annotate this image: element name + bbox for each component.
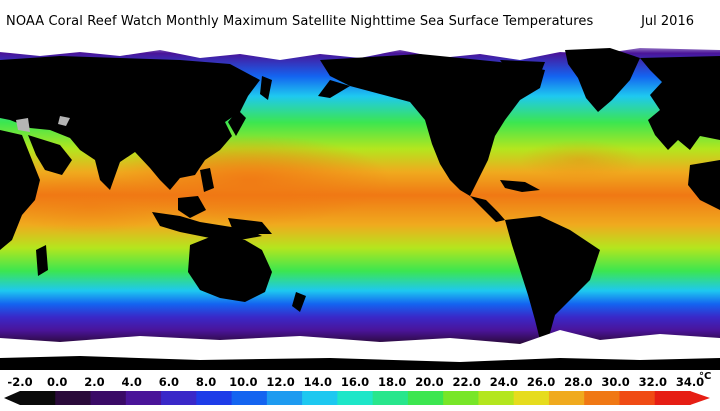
kamchatka <box>260 76 272 100</box>
indian-ocean-warm-area <box>10 175 170 235</box>
legend-swatch <box>55 391 92 405</box>
legend-tick-label: 28.0 <box>564 375 593 389</box>
legend-tick-label: 32.0 <box>638 375 667 389</box>
legend-tick-label: 12.0 <box>266 375 295 389</box>
indonesia <box>152 212 262 240</box>
legend-tick-label: 20.0 <box>415 375 444 389</box>
legend-tick-label: 6.0 <box>158 375 180 389</box>
legend-swatch <box>513 391 550 405</box>
new-guinea <box>228 218 272 234</box>
legend-swatch <box>584 391 621 405</box>
legend-tick-label: 4.0 <box>121 375 142 389</box>
australia <box>188 235 272 302</box>
alaska-peninsula <box>318 80 350 98</box>
legend-tick-label: 24.0 <box>489 375 519 389</box>
legend-ticks: -2.0 0.0 2.0 4.0 6.0 8.0 10.0 12.0 14.0 16.0 18.0 2… <box>0 375 720 391</box>
legend-tick-label: 22.0 <box>452 375 481 389</box>
legend-swatch <box>548 391 585 405</box>
central-america <box>470 196 505 222</box>
legend-tick-label: 8.0 <box>195 375 217 389</box>
arabia <box>28 135 72 175</box>
borneo <box>178 196 206 218</box>
europe <box>640 56 720 150</box>
greenland <box>565 48 640 112</box>
map-title: NOAA Coral Reef Watch Monthly Maximum Sa… <box>6 14 594 29</box>
sst-map <box>0 40 720 370</box>
legend-tick-label: 30.0 <box>601 375 630 389</box>
caribbean-islands <box>500 180 540 192</box>
legend-low-arrow <box>4 391 20 405</box>
north-america <box>320 54 545 196</box>
atlantic-warm-area <box>520 140 640 180</box>
legend-tick-label: 0.0 <box>47 375 68 389</box>
legend-swatch <box>302 391 338 405</box>
legend-high-arrow <box>690 391 710 405</box>
legend-swatch <box>196 391 233 405</box>
legend-swatch <box>125 391 162 405</box>
legend-tick-label: 14.0 <box>303 375 332 389</box>
lake-no-data <box>58 116 70 126</box>
legend-swatch <box>654 391 691 405</box>
arctic-ice <box>0 40 720 60</box>
japan <box>228 110 246 136</box>
legend-swatch <box>407 391 444 405</box>
legend-swatch <box>20 391 56 405</box>
legend-swatch <box>619 391 656 405</box>
legend-swatch <box>266 391 303 405</box>
new-zealand <box>292 292 306 312</box>
legend-tick-label: 18.0 <box>378 375 407 389</box>
legend-swatch <box>443 391 480 405</box>
madagascar <box>36 245 48 276</box>
map-title-bar: NOAA Coral Reef Watch Monthly Maximum Sa… <box>0 0 720 40</box>
asia <box>0 56 260 190</box>
legend-tick-label: -2.0 <box>7 375 33 389</box>
color-legend: -2.0 0.0 2.0 4.0 6.0 8.0 10.0 12.0 14.0 16.0 18.0 2… <box>0 370 720 411</box>
legend-swatch <box>231 391 268 405</box>
legend-tick-label: 26.0 <box>526 375 556 389</box>
legend-unit: °C <box>699 371 712 382</box>
legend-tick-label: 2.0 <box>84 375 105 389</box>
legend-swatch <box>161 391 197 405</box>
africa-west-bulge <box>688 160 720 210</box>
legend-color-bar <box>4 391 710 405</box>
legend-tick-label: 10.0 <box>229 375 258 389</box>
map-date: Jul 2016 <box>641 14 694 29</box>
legend-swatch <box>337 391 374 405</box>
south-america <box>505 216 600 340</box>
legend-swatch <box>90 391 127 405</box>
legend-swatch <box>478 391 515 405</box>
caspian-no-data <box>16 118 30 132</box>
legend-swatch <box>372 391 409 405</box>
legend-tick-label: 16.0 <box>340 375 370 389</box>
legend-tick-label: 34.0 <box>675 375 705 389</box>
philippines <box>200 168 214 192</box>
baffin-island <box>500 60 545 80</box>
antarctica <box>0 356 720 370</box>
east-africa <box>0 130 40 250</box>
